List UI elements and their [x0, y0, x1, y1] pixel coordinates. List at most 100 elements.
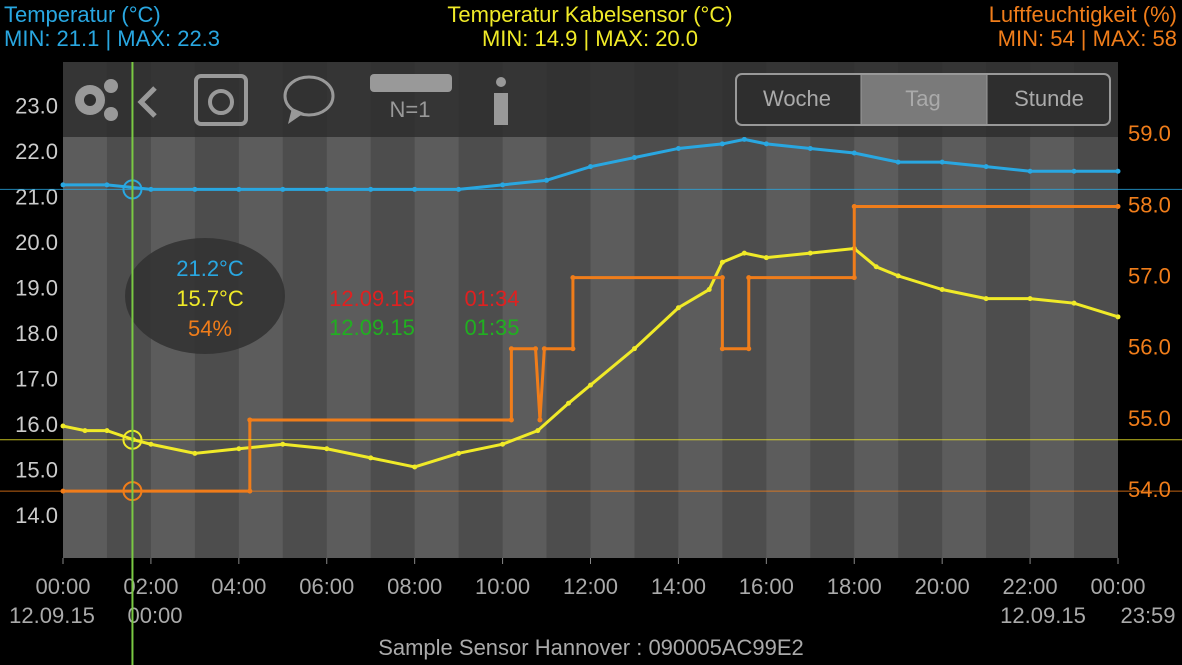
data-point — [324, 446, 330, 452]
info-dot[interactable] — [496, 77, 506, 87]
data-point — [570, 346, 576, 352]
back-icon[interactable] — [137, 86, 157, 118]
data-point — [280, 441, 286, 447]
settings-icon-small — [104, 107, 118, 121]
data-point — [631, 155, 637, 161]
data-point — [247, 417, 253, 423]
marker-date: 12.09.15 — [329, 286, 415, 311]
data-point — [456, 450, 462, 456]
hour-stripe — [414, 62, 459, 558]
x-tick-label: 04:00 — [211, 574, 266, 599]
data-point — [541, 346, 547, 352]
settings-icon-hole — [84, 94, 96, 106]
y-tick-label: 17.0 — [15, 366, 58, 391]
legend-entry: Luftfeuchtigkeit (%) — [989, 2, 1177, 27]
legend-entry: Temperatur Kabelsensor (°C) — [447, 2, 732, 27]
x-tick-label: 10:00 — [475, 574, 530, 599]
data-point — [500, 182, 506, 188]
y2-tick-label: 57.0 — [1128, 263, 1171, 288]
toolbar-icons — [75, 74, 508, 126]
data-point — [746, 346, 752, 352]
legend-entry: Temperatur (°C) — [4, 2, 161, 27]
data-point — [1027, 168, 1033, 174]
data-point — [82, 428, 88, 434]
x-tick-label: 20:00 — [915, 574, 970, 599]
y2-tick-label: 55.0 — [1128, 406, 1171, 431]
data-point — [807, 250, 813, 256]
footer: Sample Sensor Hannover : 090005AC99E2 — [378, 635, 804, 660]
comment-icon[interactable] — [283, 75, 335, 117]
data-point — [1115, 168, 1121, 174]
data-point — [566, 400, 572, 406]
hour-stripe — [854, 62, 899, 558]
marker-time: 01:34 — [464, 286, 519, 311]
y2-tick-label: 54.0 — [1128, 477, 1171, 502]
y-tick-label: 22.0 — [15, 139, 58, 164]
sample-count: N=1 — [390, 97, 431, 122]
data-point — [851, 275, 857, 281]
range-button[interactable]: Stunde — [1014, 86, 1084, 111]
range-button[interactable]: Woche — [763, 86, 831, 111]
range-button[interactable]: Tag — [905, 86, 940, 111]
camera-lens — [208, 89, 234, 115]
data-point — [631, 346, 637, 352]
data-point — [148, 441, 154, 447]
data-point — [895, 273, 901, 279]
data-point — [537, 417, 543, 423]
data-point — [763, 141, 769, 147]
data-point — [192, 450, 198, 456]
count-button[interactable] — [370, 74, 452, 92]
y-tick-label: 23.0 — [15, 93, 58, 118]
hour-stripe — [502, 62, 547, 558]
camera-icon[interactable] — [194, 74, 248, 126]
data-point — [412, 464, 418, 470]
y2-tick-label: 58.0 — [1128, 192, 1171, 217]
data-point — [895, 159, 901, 165]
y-tick-label: 14.0 — [15, 503, 58, 528]
data-point — [508, 417, 514, 423]
end-time: 23:59 — [1120, 603, 1175, 628]
cursor-overlay — [0, 62, 1182, 665]
y-tick-label: 19.0 — [15, 275, 58, 300]
range-selected — [861, 75, 987, 124]
data-point — [741, 250, 747, 256]
y-tick-label: 21.0 — [15, 184, 58, 209]
start-date: 12.09.15 — [9, 603, 95, 628]
hour-stripe — [942, 62, 987, 558]
hour-stripe — [590, 62, 635, 558]
cursor-value: 54% — [188, 316, 232, 341]
data-point — [719, 346, 725, 352]
x-tick-label: 22:00 — [1003, 574, 1058, 599]
data-point — [60, 423, 66, 429]
x-tick-label: 06:00 — [299, 574, 354, 599]
marker-date: 12.09.15 — [329, 315, 415, 340]
legend-subtitle: MIN: 14.9 | MAX: 20.0 — [482, 26, 698, 51]
data-point — [1071, 300, 1077, 306]
end-date: 12.09.15 — [1000, 603, 1086, 628]
data-point — [939, 287, 945, 293]
hour-stripe — [1030, 62, 1075, 558]
y-tick-label: 15.0 — [15, 457, 58, 482]
data-point — [807, 145, 813, 151]
cursor-bubble — [125, 238, 285, 354]
data-point — [983, 296, 989, 302]
x-tick-label: 08:00 — [387, 574, 442, 599]
data-point — [873, 264, 879, 270]
data-point — [368, 455, 374, 461]
hour-stripe — [326, 62, 371, 558]
data-point — [675, 145, 681, 151]
y-tick-label: 18.0 — [15, 321, 58, 346]
settings-icon-small — [104, 79, 118, 93]
info-bar — [494, 93, 508, 125]
data-point — [741, 136, 747, 142]
data-point — [983, 164, 989, 170]
y-tick-label: 20.0 — [15, 230, 58, 255]
y2-tick-label: 59.0 — [1128, 121, 1171, 146]
x-tick-label: 00:00 — [35, 574, 90, 599]
start-time: 00:00 — [127, 603, 182, 628]
data-point — [588, 382, 593, 388]
x-tick-label: 00:00 — [1090, 574, 1145, 599]
data-point — [236, 446, 242, 452]
